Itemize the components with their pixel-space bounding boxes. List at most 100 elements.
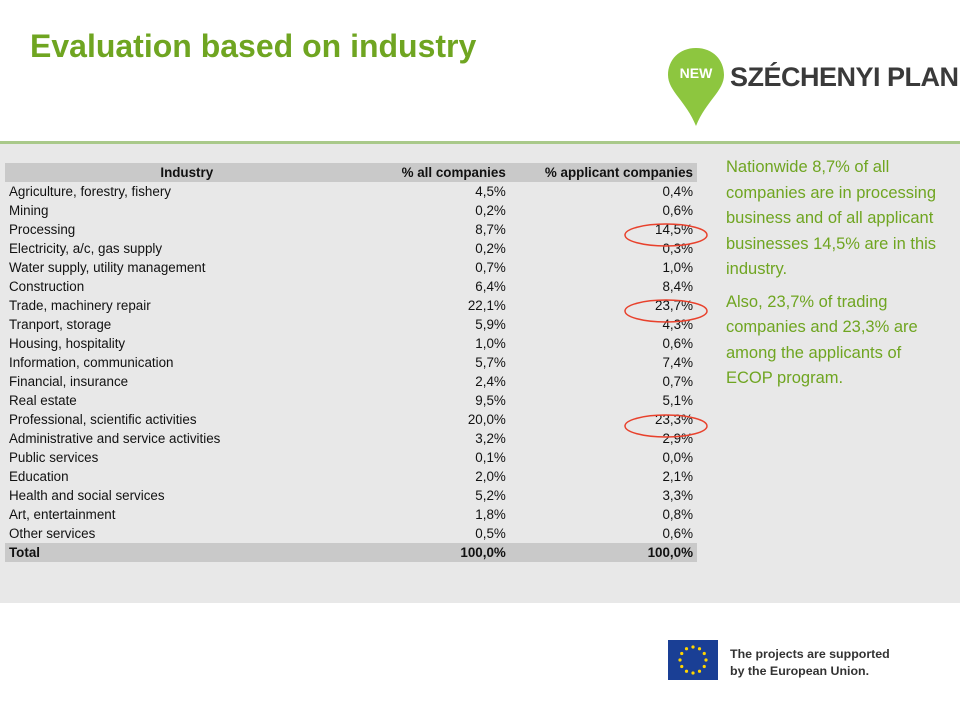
table-row: Trade, machinery repair 22,1% 23,7% bbox=[5, 296, 697, 315]
total-all-cell: 100,0% bbox=[368, 543, 510, 562]
applicant-companies-cell: 8,4% bbox=[662, 279, 693, 294]
applicant-companies-cell: 7,4% bbox=[662, 355, 693, 370]
industry-cell: Agriculture, forestry, fishery bbox=[9, 184, 171, 199]
eu-star bbox=[691, 671, 695, 675]
header-industry: Industry bbox=[5, 163, 369, 182]
industry-cell: Tranport, storage bbox=[9, 317, 112, 332]
table-row: Health and social services 5,2% 3,3% bbox=[5, 486, 697, 505]
commentary-paragraph-1: Nationwide 8,7% of all companies are in … bbox=[726, 158, 937, 278]
eu-line-1: The projects are supported bbox=[730, 647, 890, 661]
applicant-companies-cell: 14,5% bbox=[655, 222, 693, 237]
applicant-companies-cell: 23,7% bbox=[655, 298, 693, 313]
industry-cell: Public services bbox=[9, 450, 99, 465]
applicant-companies-cell: 4,3% bbox=[662, 317, 693, 332]
industry-cell: Construction bbox=[9, 279, 85, 294]
industry-cell: Health and social services bbox=[9, 488, 165, 503]
all-companies-cell: 0,2% bbox=[475, 241, 506, 256]
eu-star bbox=[684, 647, 689, 651]
total-label-cell: Total bbox=[5, 543, 369, 562]
table-row: Professional, scientific activities 20,0%… bbox=[5, 410, 697, 429]
all-companies-cell: 0,1% bbox=[475, 450, 506, 465]
table-row: Agriculture, forestry, fishery 4,5% 0,4% bbox=[5, 182, 697, 201]
eu-star bbox=[684, 669, 689, 673]
side-commentary: Nationwide 8,7% of all companies are in … bbox=[726, 155, 938, 399]
industry-cell: Real estate bbox=[9, 393, 77, 408]
table-row: Public services 0,1% 0,0% bbox=[5, 448, 697, 467]
all-companies-cell: 5,7% bbox=[475, 355, 506, 370]
industry-cell: Financial, insurance bbox=[9, 374, 129, 389]
applicant-companies-cell: 1,0% bbox=[662, 260, 693, 275]
table-row: Water supply, utility management 0,7% 1,0% bbox=[5, 258, 697, 277]
industry-table: Industry % all companies % applicant com… bbox=[5, 163, 697, 562]
applicant-companies-cell: 2,9% bbox=[662, 431, 693, 446]
table-total-row: Total 100,0% 100,0% bbox=[5, 543, 697, 562]
applicant-companies-cell: 0,6% bbox=[662, 203, 693, 218]
industry-cell: Processing bbox=[9, 222, 76, 237]
all-companies-cell: 5,2% bbox=[475, 488, 506, 503]
applicant-companies-cell: 0,4% bbox=[662, 184, 693, 199]
eu-star bbox=[680, 664, 684, 669]
all-companies-cell: 1,0% bbox=[475, 336, 506, 351]
table-row: Real estate 9,5% 5,1% bbox=[5, 391, 697, 410]
applicant-companies-cell: 0,0% bbox=[662, 450, 693, 465]
content-panel bbox=[0, 144, 960, 603]
all-companies-cell: 0,2% bbox=[475, 203, 506, 218]
table-row: Electricity, a/c, gas supply 0,2% 0,3% bbox=[5, 239, 697, 258]
header-divider bbox=[0, 141, 960, 144]
all-companies-cell: 8,7% bbox=[475, 222, 506, 237]
table-row: Other services 0,5% 0,6% bbox=[5, 524, 697, 543]
table-row: Art, entertainment 1,8% 0,8% bbox=[5, 505, 697, 524]
all-companies-cell: 3,2% bbox=[475, 431, 506, 446]
eu-star bbox=[704, 658, 708, 662]
table-row: Tranport, storage 5,9% 4,3% bbox=[5, 315, 697, 334]
table-row: Administrative and service activities 3,2… bbox=[5, 429, 697, 448]
eu-line-2: by the European Union. bbox=[730, 664, 870, 678]
eu-star bbox=[691, 645, 695, 649]
applicant-companies-cell: 5,1% bbox=[662, 393, 693, 408]
all-companies-cell: 20,0% bbox=[467, 412, 506, 427]
applicant-companies-cell: 0,6% bbox=[662, 336, 693, 351]
industry-cell: Electricity, a/c, gas supply bbox=[9, 241, 163, 256]
applicant-companies-cell: 3,3% bbox=[662, 488, 693, 503]
industry-cell: Water supply, utility management bbox=[9, 260, 206, 275]
all-companies-cell: 0,7% bbox=[475, 260, 506, 275]
all-companies-cell: 0,5% bbox=[475, 526, 506, 541]
table-row: Housing, hospitality 1,0% 0,6% bbox=[5, 334, 697, 353]
map-pin-icon bbox=[668, 48, 724, 126]
table-row: Information, communication 5,7% 7,4% bbox=[5, 353, 697, 372]
industry-cell: Education bbox=[9, 469, 69, 484]
applicant-companies-cell: 2,1% bbox=[662, 469, 693, 484]
all-companies-cell: 2,4% bbox=[475, 374, 506, 389]
eu-star bbox=[678, 658, 682, 662]
industry-cell: Information, communication bbox=[9, 355, 174, 370]
total-applicant-cell: 100,0% bbox=[509, 543, 697, 562]
industry-cell: Other services bbox=[9, 526, 96, 541]
commentary-paragraph-2: Also, 23,7% of trading companies and 23,… bbox=[726, 292, 918, 388]
eu-support-note: The projects are supported by the Europe… bbox=[730, 646, 890, 680]
eu-flag-icon bbox=[668, 640, 718, 680]
table-row: Processing 8,7% 14,5% bbox=[5, 220, 697, 239]
industry-cell: Mining bbox=[9, 203, 49, 218]
all-companies-cell: 2,0% bbox=[475, 469, 506, 484]
applicant-companies-cell: 0,6% bbox=[662, 526, 693, 541]
logo-badge: NEW bbox=[679, 65, 713, 81]
applicant-companies-cell: 0,7% bbox=[662, 374, 693, 389]
header-applicant-companies: % applicant companies bbox=[509, 163, 697, 182]
eu-star bbox=[697, 647, 702, 651]
eu-star bbox=[702, 664, 706, 669]
all-companies-cell: 1,8% bbox=[475, 507, 506, 522]
all-companies-cell: 6,4% bbox=[475, 279, 506, 294]
table-row: Construction 6,4% 8,4% bbox=[5, 277, 697, 296]
all-companies-cell: 5,9% bbox=[475, 317, 506, 332]
eu-star bbox=[702, 651, 706, 656]
industry-cell: Administrative and service activities bbox=[9, 431, 221, 446]
industry-cell: Professional, scientific activities bbox=[9, 412, 197, 427]
applicant-companies-cell: 0,8% bbox=[662, 507, 693, 522]
all-companies-cell: 22,1% bbox=[467, 298, 506, 313]
logo-brand: SZÉCHENYI PLAN bbox=[730, 62, 959, 92]
applicant-companies-cell: 0,3% bbox=[662, 241, 693, 256]
applicant-companies-cell: 23,3% bbox=[655, 412, 693, 427]
eu-star bbox=[680, 651, 684, 656]
page-title: Evaluation based on industry bbox=[30, 28, 477, 64]
table-row: Financial, insurance 2,4% 0,7% bbox=[5, 372, 697, 391]
